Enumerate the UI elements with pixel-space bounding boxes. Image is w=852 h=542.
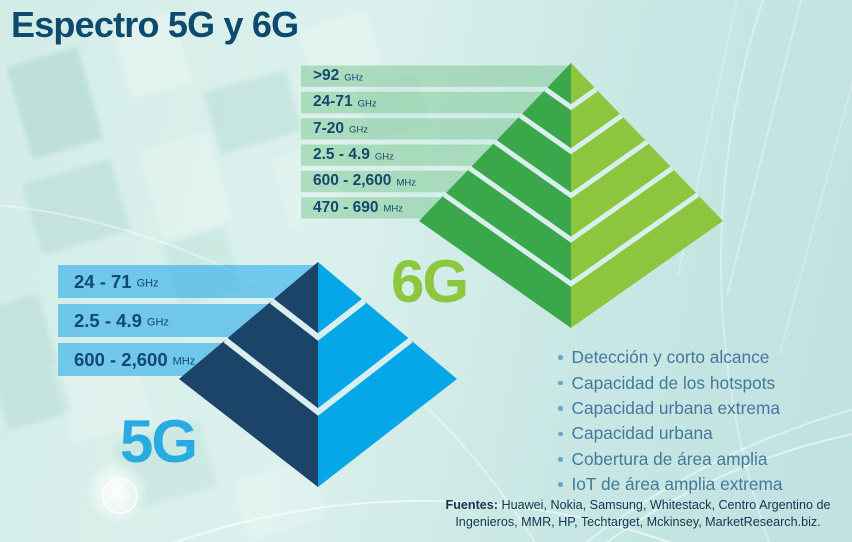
bullet-dot-icon: [558, 457, 563, 462]
6g-band-bar: [301, 197, 445, 219]
6g-band-unit: GHz: [344, 72, 364, 84]
6g-band-label: >92 GHz: [313, 66, 363, 87]
6g-band-label: 470 - 690 MHz: [313, 197, 403, 218]
5g-band-unit: GHz: [136, 277, 159, 289]
6g-band-label: 600 - 2,600 MHz: [313, 171, 416, 192]
6g-level-gap: [468, 166, 674, 243]
arc-line: [720, 0, 852, 542]
6g-band-unit: MHz: [383, 203, 404, 215]
5g-pyramid-face-right: [318, 262, 457, 487]
6g-band-label: 2.5 - 4.9 GHz: [313, 145, 394, 166]
5g-band-bar: [58, 304, 272, 337]
6g-band-value: 2.5 - 4.9: [313, 146, 370, 164]
6g-band-bar: [301, 118, 521, 140]
6g-band-value: 7-20: [313, 119, 345, 137]
6g-band-value: >92: [313, 67, 340, 85]
use-case-item: Detección y corto alcance: [558, 345, 783, 370]
6g-band-unit: GHz: [374, 151, 394, 163]
6g-pyramid-face-left: [419, 63, 571, 328]
6g-band-unit: GHz: [349, 124, 369, 136]
5g-level-gap: [269, 298, 367, 341]
use-case-text: Detección y corto alcance: [571, 347, 770, 368]
5g-generation-label: 5G: [120, 408, 198, 475]
5g-band-bar: [58, 265, 318, 298]
use-case-text: IoT de área amplia extrema: [571, 474, 783, 495]
bullet-dot-icon: [558, 406, 563, 411]
6g-band-bar: [301, 65, 572, 87]
5g-band-value: 24 - 71: [74, 270, 132, 292]
bullet-dot-icon: [558, 482, 563, 487]
6g-band-bar: [301, 144, 496, 166]
5g-band-unit: MHz: [172, 355, 196, 367]
6g-band-unit: MHz: [396, 177, 416, 189]
6g-band-unit: GHz: [357, 98, 377, 110]
6g-level-gap: [442, 192, 700, 287]
use-case-text: Capacidad urbana: [571, 423, 713, 444]
5g-level-gap: [223, 337, 413, 416]
sources-text: Huawei, Nokia, Samsung, Whitestack, Cent…: [455, 498, 831, 530]
bullet-dot-icon: [558, 355, 563, 360]
use-case-item: IoT de área amplia extrema: [558, 472, 783, 497]
5g-band-label: 24 - 71 GHz: [74, 265, 159, 298]
use-case-list: Detección y corto alcance Capacidad de lo…: [558, 345, 783, 497]
6g-band-label: 7-20 GHz: [313, 118, 368, 139]
use-case-item: Cobertura de área amplia: [558, 447, 783, 472]
6g-generation-label: 6G: [391, 248, 469, 315]
6g-pyramid-face-right: [571, 63, 723, 328]
5g-band-bar: [58, 343, 225, 376]
use-case-text: Capacidad urbana extrema: [571, 397, 780, 418]
5g-band-unit: GHz: [146, 316, 169, 328]
sources-note: Fuentes: Huawei, Nokia, Samsung, Whitest…: [428, 497, 848, 532]
6g-band-value: 24-71: [313, 93, 353, 111]
6g-band-bar: [301, 170, 471, 193]
bullet-dot-icon: [558, 380, 563, 386]
use-case-text: Cobertura de área amplia: [571, 448, 768, 469]
6g-band-label: 24-71 GHz: [313, 92, 377, 113]
bullet-dot-icon: [558, 431, 563, 437]
6g-level-gap: [544, 87, 598, 111]
sources-label: Fuentes:: [445, 498, 498, 512]
use-case-item: Capacidad urbana extrema: [558, 396, 783, 421]
5g-band-label: 600 - 2,600 MHz: [74, 343, 195, 376]
5g-band-label: 2.5 - 4.9 GHz: [74, 304, 169, 337]
use-case-item: Capacidad urbana: [558, 421, 783, 446]
glow-ring: [102, 478, 138, 514]
6g-band-bar: [301, 91, 547, 114]
5g-pyramid-face-left: [179, 262, 318, 487]
5g-band-value: 600 - 2,600: [74, 348, 168, 370]
use-case-text: Capacidad de los hotspots: [571, 372, 776, 393]
6g-level-gap: [518, 113, 624, 155]
5g-band-value: 2.5 - 4.9: [74, 309, 142, 331]
page-title: Espectro 5G y 6G: [11, 4, 299, 45]
use-case-item: Capacidad de los hotspots: [558, 370, 783, 395]
6g-band-value: 470 - 690: [313, 198, 379, 216]
6g-band-value: 600 - 2,600: [313, 172, 392, 190]
6g-level-gap: [493, 139, 649, 199]
